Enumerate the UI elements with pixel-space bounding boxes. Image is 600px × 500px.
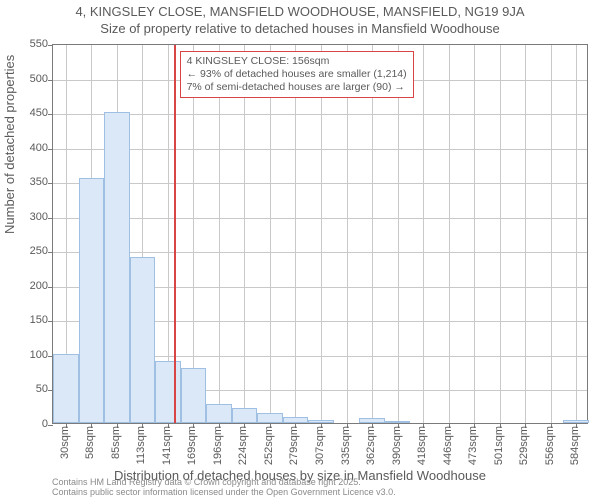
- annotation-line: 4 KINGSLEY CLOSE: 156sqm: [187, 55, 407, 68]
- ytick-label: 250: [8, 245, 48, 257]
- gridline-v: [500, 45, 501, 423]
- histogram-bar: [104, 112, 130, 423]
- histogram-bar: [206, 404, 232, 423]
- gridline-v: [449, 45, 450, 423]
- annotation-box: 4 KINGSLEY CLOSE: 156sqm← 93% of detache…: [180, 51, 414, 98]
- xtick-label: 279sqm: [288, 426, 300, 465]
- gridline-v: [244, 45, 245, 423]
- histogram-bar: [53, 354, 79, 423]
- gridline-v: [525, 45, 526, 423]
- ytick-label: 200: [8, 280, 48, 292]
- ytick-mark: [48, 183, 53, 184]
- xtick-label: 85sqm: [110, 426, 122, 459]
- ytick-mark: [48, 80, 53, 81]
- histogram-bar: [181, 368, 207, 423]
- xtick-label: 418sqm: [416, 426, 428, 465]
- footer-line-2: Contains public sector information licen…: [52, 488, 396, 498]
- histogram-bar: [308, 420, 334, 423]
- histogram-bar: [563, 420, 589, 423]
- xtick-label: 169sqm: [186, 426, 198, 465]
- histogram-bar: [130, 257, 156, 423]
- xtick-label: 113sqm: [135, 426, 147, 464]
- xtick-label: 307sqm: [314, 426, 326, 465]
- xtick-label: 473sqm: [467, 426, 479, 465]
- ytick-mark: [48, 114, 53, 115]
- histogram-bar: [385, 421, 411, 423]
- reference-line: [174, 45, 176, 423]
- histogram-bar: [79, 178, 105, 423]
- ytick-mark: [48, 218, 53, 219]
- gridline-h: [53, 218, 587, 219]
- xtick-label: 252sqm: [263, 426, 275, 465]
- annotation-line: ← 93% of detached houses are smaller (1,…: [187, 68, 407, 81]
- footer-attribution: Contains HM Land Registry data © Crown c…: [52, 478, 396, 498]
- xtick-label: 30sqm: [59, 426, 71, 459]
- xtick-label: 501sqm: [493, 426, 505, 465]
- gridline-v: [474, 45, 475, 423]
- title-block: 4, KINGSLEY CLOSE, MANSFIELD WOODHOUSE, …: [0, 0, 600, 38]
- ytick-label: 150: [8, 314, 48, 326]
- gridline-h: [53, 149, 587, 150]
- gridline-v: [347, 45, 348, 423]
- xtick-label: 556sqm: [544, 426, 556, 465]
- plot-area: 4 KINGSLEY CLOSE: 156sqm← 93% of detache…: [52, 44, 588, 424]
- xtick-label: 196sqm: [212, 426, 224, 465]
- xtick-label: 335sqm: [340, 426, 352, 465]
- ytick-mark: [48, 252, 53, 253]
- histogram-bar: [232, 408, 258, 423]
- gridline-v: [398, 45, 399, 423]
- ytick-mark: [48, 287, 53, 288]
- ytick-label: 500: [8, 73, 48, 85]
- ytick-mark: [48, 321, 53, 322]
- xtick-label: 224sqm: [237, 426, 249, 465]
- xtick-label: 362sqm: [365, 426, 377, 465]
- title-line-1: 4, KINGSLEY CLOSE, MANSFIELD WOODHOUSE, …: [0, 4, 600, 21]
- xtick-label: 141sqm: [161, 426, 173, 465]
- ytick-label: 100: [8, 349, 48, 361]
- gridline-v: [423, 45, 424, 423]
- xtick-label: 584sqm: [569, 426, 581, 465]
- gridline-v: [295, 45, 296, 423]
- ytick-label: 50: [8, 383, 48, 395]
- histogram-bar: [155, 361, 181, 423]
- gridline-v: [321, 45, 322, 423]
- ytick-mark: [48, 149, 53, 150]
- ytick-mark: [48, 45, 53, 46]
- gridline-v: [219, 45, 220, 423]
- gridline-v: [270, 45, 271, 423]
- ytick-label: 450: [8, 107, 48, 119]
- gridline-v: [193, 45, 194, 423]
- xtick-label: 390sqm: [391, 426, 403, 465]
- ytick-label: 300: [8, 211, 48, 223]
- xtick-label: 446sqm: [442, 426, 454, 465]
- xtick-label: 58sqm: [84, 426, 96, 459]
- gridline-v: [576, 45, 577, 423]
- gridline-h: [53, 114, 587, 115]
- annotation-line: 7% of semi-detached houses are larger (9…: [187, 81, 407, 94]
- gridline-h: [53, 252, 587, 253]
- gridline-h: [53, 183, 587, 184]
- ytick-label: 0: [8, 418, 48, 430]
- ytick-label: 550: [8, 38, 48, 50]
- ytick-mark: [48, 425, 53, 426]
- title-line-2: Size of property relative to detached ho…: [0, 21, 600, 38]
- histogram-bar: [283, 417, 309, 423]
- plot-wrap: 4 KINGSLEY CLOSE: 156sqm← 93% of detache…: [52, 44, 588, 424]
- gridline-v: [372, 45, 373, 423]
- ytick-label: 400: [8, 142, 48, 154]
- gridline-v: [551, 45, 552, 423]
- histogram-bar: [359, 418, 385, 423]
- ytick-label: 350: [8, 176, 48, 188]
- chart-container: 4, KINGSLEY CLOSE, MANSFIELD WOODHOUSE, …: [0, 0, 600, 500]
- xtick-label: 529sqm: [518, 426, 530, 465]
- histogram-bar: [257, 413, 283, 423]
